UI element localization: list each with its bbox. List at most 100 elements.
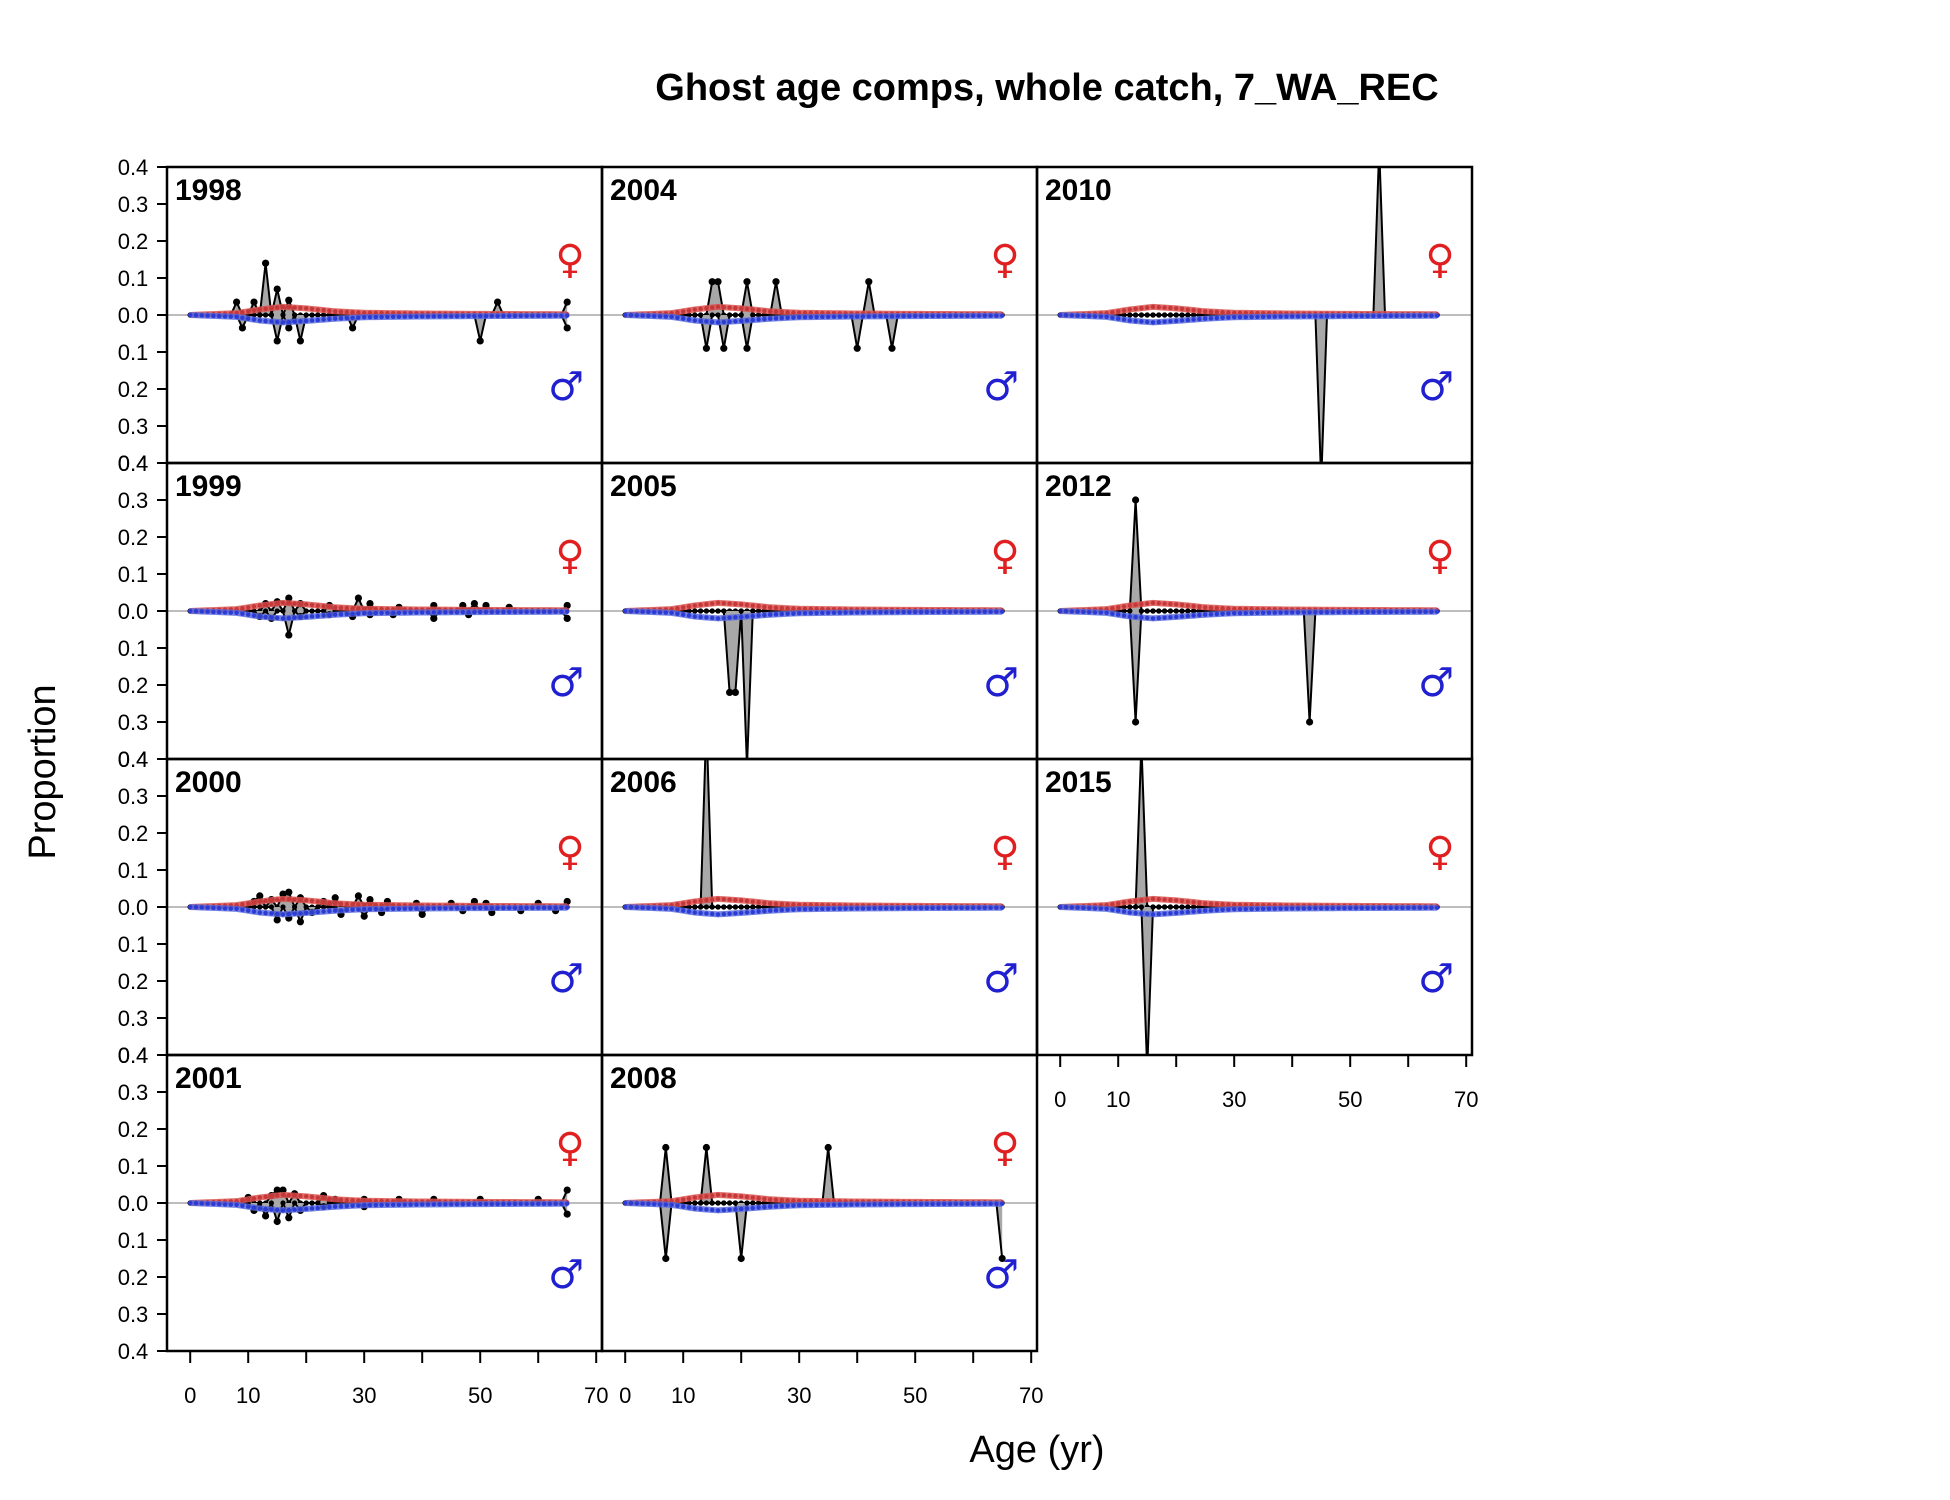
expected-male-point: [843, 1202, 848, 1207]
expected-female-point: [275, 305, 280, 310]
expected-male-point: [1220, 315, 1225, 321]
expected-male-point: [1307, 906, 1312, 911]
expected-female-point: [367, 902, 373, 908]
plot-area: [622, 1143, 1006, 1263]
expected-female-point: [698, 306, 703, 312]
expected-male-point: [895, 314, 900, 319]
expected-male-point: [373, 906, 378, 912]
expected-male-point: [797, 907, 802, 912]
expected-female-point: [1162, 305, 1167, 310]
observed-male-point: [703, 904, 710, 910]
expected-male-point: [437, 314, 442, 319]
expected-female-point: [327, 900, 332, 905]
expected-male-point: [414, 610, 419, 615]
observed-female-line: [625, 1147, 1003, 1204]
expected-male-point: [362, 315, 367, 320]
y-tick-label: 0.4: [118, 747, 149, 772]
observed-male-point: [686, 608, 692, 614]
expected-male-point: [947, 313, 953, 319]
observed-female-line: [1060, 759, 1438, 908]
expected-male-point: [744, 1206, 750, 1211]
expected-male-point: [263, 910, 268, 916]
expected-female-point: [327, 1196, 332, 1201]
observed-male-point: [1162, 312, 1168, 318]
expected-female-point: [802, 902, 808, 908]
expected-female-point: [344, 605, 349, 611]
expected-male-point: [884, 1202, 889, 1207]
expected-male-point: [1284, 610, 1289, 615]
expected-female-point: [739, 1194, 744, 1199]
expected-male-point: [1243, 314, 1249, 320]
expected-female-point: [275, 1193, 280, 1198]
expected-male-point: [1301, 314, 1307, 319]
observed-male-point: [732, 904, 739, 910]
expected-male-point: [860, 610, 866, 615]
expected-male-point: [489, 1201, 494, 1207]
expected-male-point: [1174, 318, 1179, 324]
expected-female-point: [263, 602, 268, 608]
expected-male-point: [710, 319, 715, 325]
expected-male-point: [791, 315, 796, 320]
observed-male-line: [1060, 906, 1438, 1055]
expected-male-point: [367, 610, 373, 616]
expected-male-point: [669, 314, 674, 320]
expected-male-point: [1237, 906, 1243, 912]
expected-male-point: [907, 313, 912, 319]
observed-female-point: [366, 896, 374, 904]
observed-female-point: [702, 1143, 711, 1152]
expected-male-point: [1406, 609, 1411, 615]
observed-male-point: [738, 904, 744, 910]
expected-male-point: [797, 315, 802, 320]
expected-female-point: [710, 1193, 715, 1198]
expected-male-point: [646, 905, 651, 911]
expected-female-point: [721, 897, 726, 902]
observed-male-point: [692, 904, 698, 910]
y-tick-label: 0.0: [118, 599, 149, 624]
expected-male-point: [1423, 905, 1428, 910]
expected-male-point: [936, 609, 941, 615]
expected-female-point: [1208, 309, 1214, 314]
expected-female-point: [802, 606, 808, 612]
expected-female-point: [1243, 310, 1249, 316]
expected-female-point: [1232, 310, 1237, 315]
expected-female-point: [768, 1197, 773, 1202]
expected-female-point: [733, 305, 738, 311]
expected-male-point: [1295, 314, 1301, 319]
expected-male-point: [1232, 611, 1237, 616]
expected-female-point: [333, 605, 338, 610]
expected-female-point: [744, 306, 750, 312]
expected-male-point: [275, 615, 280, 621]
observed-male-point: [692, 1200, 698, 1206]
observed-male-point: [732, 312, 739, 318]
expected-male-point: [1261, 610, 1266, 616]
observed-male-point: [1156, 904, 1162, 910]
observed-male-point: [1150, 904, 1156, 910]
expected-male-point: [739, 614, 744, 620]
expected-female-point: [802, 310, 808, 316]
expected-male-point: [1156, 615, 1162, 621]
expected-male-point: [472, 609, 477, 615]
expected-male-point: [199, 905, 204, 910]
x-tick-label: 0: [184, 1383, 196, 1408]
expected-male-point: [1127, 614, 1133, 619]
expected-male-point: [965, 1201, 970, 1207]
plot-area: [1057, 759, 1440, 1055]
observed-female-point: [256, 892, 264, 900]
observed-male-point: [285, 1214, 293, 1222]
expected-male-point: [1150, 616, 1156, 621]
expected-male-point: [634, 313, 639, 318]
expected-male-point: [652, 609, 657, 615]
expected-male-point: [634, 1201, 639, 1206]
expected-male-point: [327, 612, 332, 618]
expected-male-point: [350, 611, 355, 617]
expected-female-point: [785, 309, 790, 315]
expected-female-point: [338, 1197, 344, 1202]
expected-male-point: [802, 314, 808, 320]
y-tick-label: 0.4: [118, 1043, 149, 1068]
expected-male-point: [982, 609, 987, 615]
expected-male-point: [321, 1205, 326, 1210]
expected-male-point: [402, 610, 407, 615]
expected-male-point: [1330, 314, 1336, 319]
panel-year-label: 2012: [1045, 470, 1112, 503]
expected-male-point: [878, 1202, 883, 1207]
